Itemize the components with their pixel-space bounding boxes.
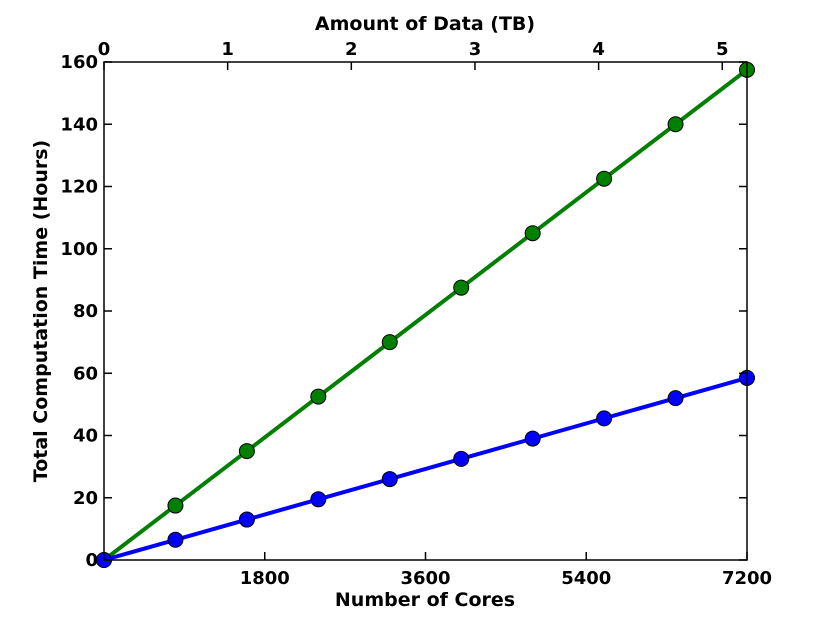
y-tick-label: 80 [73, 301, 98, 322]
series-1-point [310, 491, 327, 508]
top-x-tick-label: 5 [716, 39, 729, 60]
series-1-point [596, 410, 613, 427]
x-axis-title: Number of Cores [335, 589, 515, 611]
series-0-point [381, 334, 398, 351]
y-tick-label: 60 [73, 363, 98, 384]
series-1-point [524, 430, 541, 447]
y-tick-label: 20 [73, 488, 98, 509]
y-tick-label: 120 [60, 177, 98, 198]
y-tick-label: 0 [85, 550, 98, 571]
y-tick-label: 40 [73, 426, 98, 447]
series-1-point [453, 450, 470, 467]
series-1-point [667, 390, 684, 407]
y-tick-label: 140 [60, 114, 98, 135]
series-0-line [102, 68, 749, 562]
top-x-tick-label: 3 [469, 39, 482, 60]
series-0-point [453, 279, 470, 296]
x-tick-label: 1800 [240, 568, 290, 589]
series-0-point [667, 116, 684, 133]
series-1-point [238, 511, 255, 528]
series-1-line [103, 375, 748, 562]
top-x-tick-label: 1 [221, 39, 234, 60]
x-tick-label: 5400 [561, 568, 611, 589]
y-tick-label: 160 [60, 52, 98, 73]
top-x-tick-label: 2 [345, 39, 358, 60]
plot-area: 1800 3600 5400 7200 0 1 2 3 4 5 0 20 40 60 80 100 120 140… [60, 39, 772, 589]
top-axis-title: Amount of Data (TB) [315, 13, 535, 35]
series-0-point [167, 497, 184, 514]
series-0-point [310, 388, 327, 405]
series-0-point [524, 225, 541, 242]
x-tick-label: 3600 [400, 568, 450, 589]
series-1-point [381, 471, 398, 488]
top-x-tick-label: 0 [98, 39, 111, 60]
top-x-tick-label: 4 [592, 39, 605, 60]
series-1-point [167, 531, 184, 548]
y-axis-title: Total Computation Time (Hours) [30, 140, 52, 482]
series-0-point [596, 170, 613, 187]
y-tick-label: 100 [60, 239, 98, 260]
series-0-point [238, 443, 255, 460]
x-tick-label: 7200 [722, 568, 772, 589]
